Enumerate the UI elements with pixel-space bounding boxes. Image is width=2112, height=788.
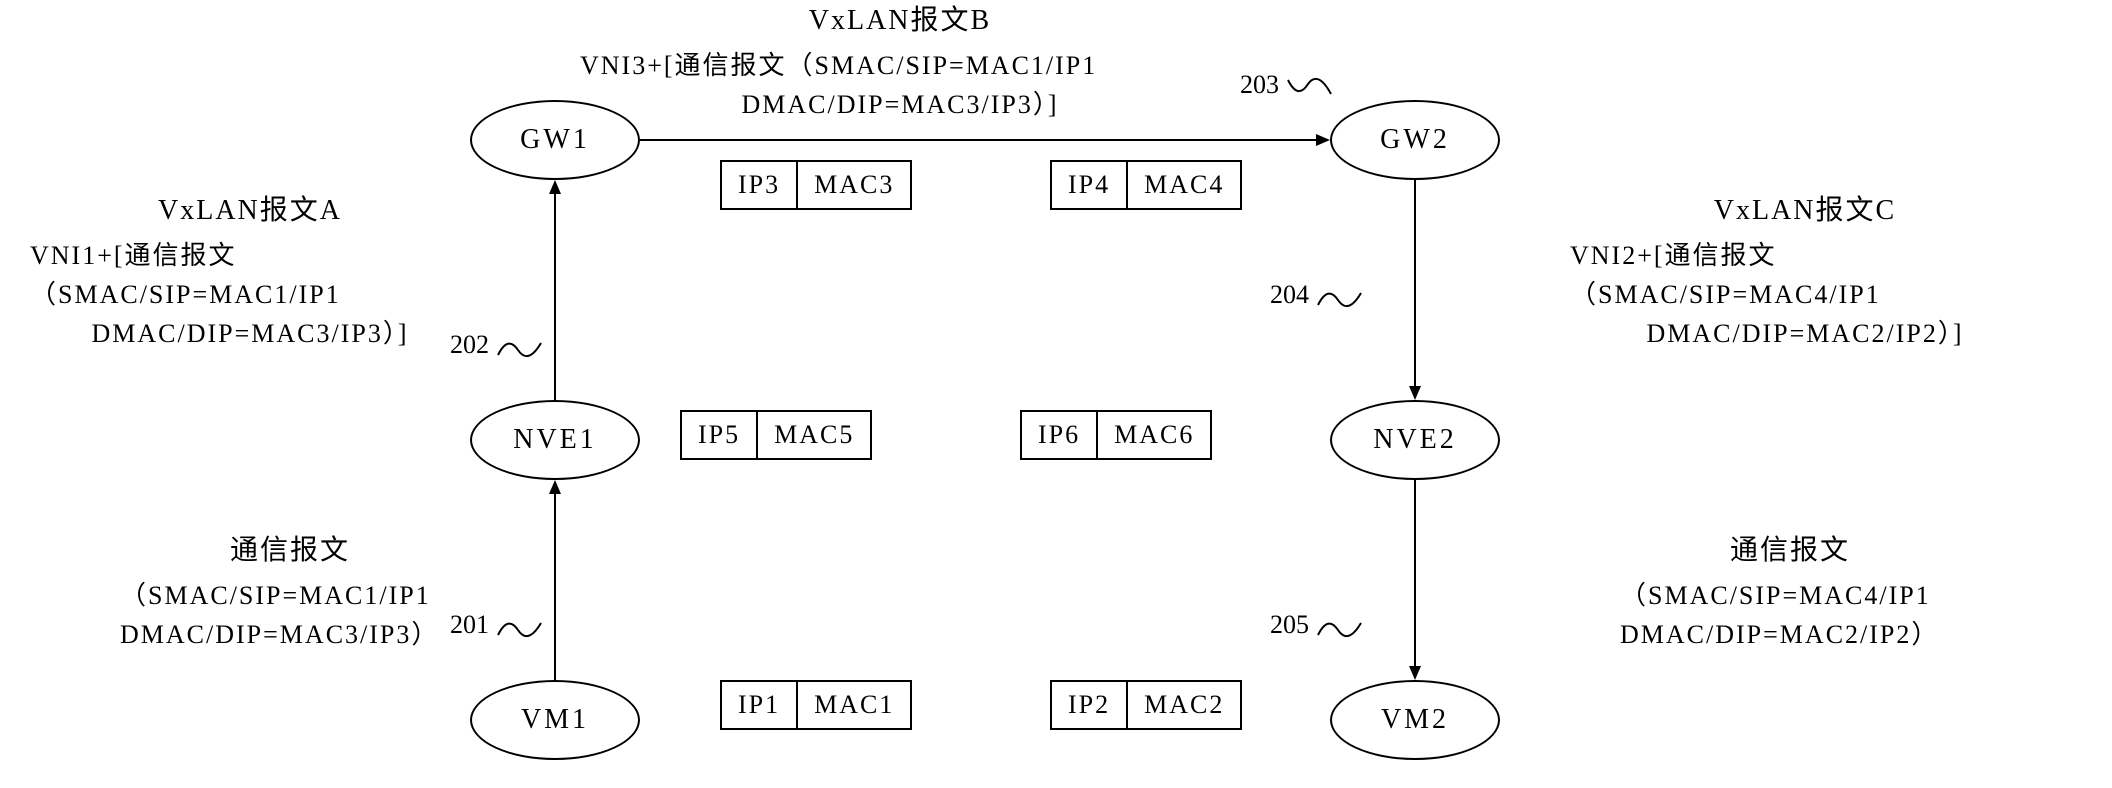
msg-right-block: 通信报文 （SMAC/SIP=MAC4/IP1 DMAC/DIP=MAC2/IP… [1620, 530, 1960, 654]
node-gw2: GW2 [1330, 100, 1500, 180]
ipmac-nve2: IP6 MAC6 [1020, 410, 1212, 460]
node-vm2: VM2 [1330, 680, 1500, 760]
step-204: 204 [1270, 280, 1366, 310]
arrow-nve2-vm2 [1405, 480, 1425, 680]
arrow-vm1-nve1 [545, 480, 565, 680]
msg-a-block: VxLAN报文A VNI1+[通信报文（SMAC/SIP=MAC1/IP1 DM… [30, 190, 470, 353]
msg-left-line1: （SMAC/SIP=MAC1/IP1 [120, 576, 460, 615]
mac-cell: MAC3 [798, 162, 910, 208]
node-nve2-label: NVE2 [1373, 424, 1457, 456]
step-202: 202 [450, 330, 546, 360]
node-vm1: VM1 [470, 680, 640, 760]
step-203: 203 [1240, 70, 1336, 102]
ipmac-gw1: IP3 MAC3 [720, 160, 912, 210]
step-205-label: 205 [1270, 610, 1309, 639]
msg-left-title: 通信报文 [120, 530, 460, 572]
msg-right-title: 通信报文 [1620, 530, 1960, 572]
ip-cell: IP5 [682, 412, 758, 458]
squiggle-icon [1316, 285, 1366, 310]
mac-cell: MAC1 [798, 682, 910, 728]
arrow-gw2-nve2 [1405, 180, 1425, 400]
ipmac-vm1: IP1 MAC1 [720, 680, 912, 730]
squiggle-icon [496, 615, 546, 640]
node-vm1-label: VM1 [521, 704, 589, 736]
msg-c-block: VxLAN报文C VNI2+[通信报文（SMAC/SIP=MAC4/IP1 DM… [1570, 190, 2040, 353]
msg-b-block: VxLAN报文B VNI3+[通信报文（SMAC/SIP=MAC1/IP1 DM… [580, 0, 1220, 124]
msg-a-line2: DMAC/DIP=MAC3/IP3）] [30, 314, 470, 353]
msg-b-line1: VNI3+[通信报文（SMAC/SIP=MAC1/IP1 [580, 46, 1220, 85]
ipmac-vm2: IP2 MAC2 [1050, 680, 1242, 730]
ip-cell: IP2 [1052, 682, 1128, 728]
msg-left-block: 通信报文 （SMAC/SIP=MAC1/IP1 DMAC/DIP=MAC3/IP… [120, 530, 460, 654]
step-201-label: 201 [450, 610, 489, 639]
step-204-label: 204 [1270, 280, 1309, 309]
msg-c-line1: VNI2+[通信报文（SMAC/SIP=MAC4/IP1 [1570, 236, 2040, 314]
squiggle-icon [1316, 615, 1366, 640]
node-gw2-label: GW2 [1380, 124, 1450, 156]
step-205: 205 [1270, 610, 1366, 640]
msg-a-line1: VNI1+[通信报文（SMAC/SIP=MAC1/IP1 [30, 236, 470, 314]
step-203-label: 203 [1240, 70, 1279, 99]
msg-right-line2: DMAC/DIP=MAC2/IP2） [1620, 615, 1960, 654]
ipmac-nve1: IP5 MAC5 [680, 410, 872, 460]
node-vm2-label: VM2 [1381, 704, 1449, 736]
node-gw1-label: GW1 [520, 124, 590, 156]
msg-b-line2: DMAC/DIP=MAC3/IP3）] [580, 85, 1220, 124]
msg-a-title: VxLAN报文A [30, 190, 470, 232]
msg-c-line2: DMAC/DIP=MAC2/IP2）] [1570, 314, 2040, 353]
msg-left-line2: DMAC/DIP=MAC3/IP3） [120, 615, 460, 654]
node-nve2: NVE2 [1330, 400, 1500, 480]
mac-cell: MAC2 [1128, 682, 1240, 728]
ip-cell: IP1 [722, 682, 798, 728]
ip-cell: IP4 [1052, 162, 1128, 208]
mac-cell: MAC6 [1098, 412, 1210, 458]
arrow-gw1-gw2 [640, 130, 1330, 150]
msg-c-title: VxLAN报文C [1570, 190, 2040, 232]
squiggle-icon [496, 335, 546, 360]
mac-cell: MAC4 [1128, 162, 1240, 208]
arrow-nve1-gw1 [545, 180, 565, 400]
step-202-label: 202 [450, 330, 489, 359]
node-nve1: NVE1 [470, 400, 640, 480]
msg-right-line1: （SMAC/SIP=MAC4/IP1 [1620, 576, 1960, 615]
ipmac-gw2: IP4 MAC4 [1050, 160, 1242, 210]
ip-cell: IP3 [722, 162, 798, 208]
msg-b-title: VxLAN报文B [580, 0, 1220, 42]
ip-cell: IP6 [1022, 412, 1098, 458]
squiggle-icon [1286, 72, 1336, 102]
mac-cell: MAC5 [758, 412, 870, 458]
node-nve1-label: NVE1 [513, 424, 597, 456]
step-201: 201 [450, 610, 546, 640]
